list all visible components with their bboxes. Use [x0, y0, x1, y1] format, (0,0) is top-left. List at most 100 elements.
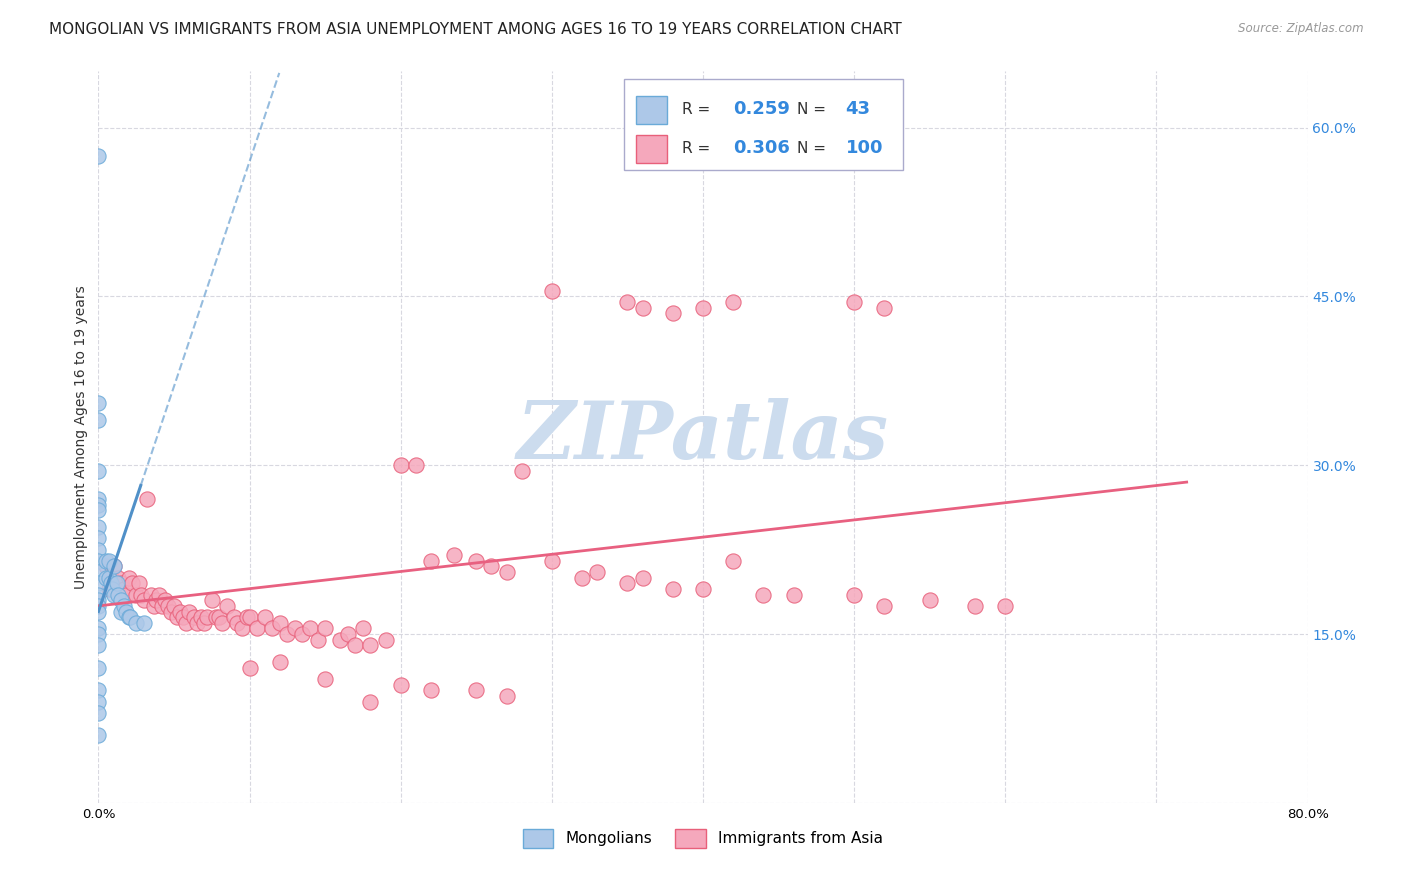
Point	[215, 599, 238, 613]
Point	[692, 582, 714, 596]
Point	[723, 554, 745, 568]
Point	[314, 672, 336, 686]
Point	[262, 621, 284, 635]
Point	[169, 605, 191, 619]
Text: 0.306: 0.306	[734, 139, 790, 157]
Point	[179, 605, 201, 619]
Point	[103, 588, 125, 602]
Point	[128, 576, 150, 591]
Point	[465, 554, 488, 568]
Point	[783, 588, 806, 602]
Point	[352, 621, 374, 635]
Point	[94, 559, 117, 574]
Point	[87, 464, 110, 478]
Point	[87, 588, 110, 602]
Text: 100: 100	[845, 139, 883, 157]
Point	[344, 638, 367, 652]
Point	[873, 599, 896, 613]
Point	[360, 694, 382, 708]
Point	[148, 588, 170, 602]
FancyBboxPatch shape	[624, 78, 903, 170]
Point	[193, 615, 215, 630]
Point	[239, 661, 262, 675]
Point	[112, 582, 135, 596]
Point	[110, 593, 132, 607]
Point	[844, 295, 866, 310]
Point	[844, 588, 866, 602]
Legend: Mongolians, Immigrants from Asia: Mongolians, Immigrants from Asia	[517, 822, 889, 854]
Point	[87, 149, 110, 163]
Point	[120, 610, 142, 624]
Point	[100, 571, 122, 585]
Point	[205, 610, 228, 624]
Point	[495, 689, 517, 703]
Point	[269, 615, 291, 630]
Point	[374, 632, 396, 647]
Point	[129, 588, 152, 602]
Point	[329, 632, 352, 647]
Point	[132, 615, 155, 630]
Point	[540, 284, 562, 298]
Point	[239, 610, 262, 624]
Point	[87, 503, 110, 517]
Point	[510, 464, 533, 478]
Point	[87, 638, 110, 652]
Y-axis label: Unemployment Among Ages 16 to 19 years: Unemployment Among Ages 16 to 19 years	[75, 285, 89, 589]
Point	[420, 683, 443, 698]
Point	[87, 605, 110, 619]
Point	[752, 588, 775, 602]
Point	[87, 621, 110, 635]
Point	[156, 599, 179, 613]
Point	[360, 638, 382, 652]
Text: N =: N =	[797, 141, 831, 156]
Point	[94, 554, 117, 568]
Point	[307, 632, 329, 647]
Text: 43: 43	[845, 101, 870, 119]
Point	[105, 576, 128, 591]
Text: ZIPatlas: ZIPatlas	[517, 399, 889, 475]
Point	[336, 627, 359, 641]
Point	[246, 621, 269, 635]
Point	[420, 554, 443, 568]
Point	[98, 554, 121, 568]
Point	[873, 301, 896, 315]
Point	[121, 576, 143, 591]
FancyBboxPatch shape	[637, 96, 666, 124]
Point	[153, 593, 176, 607]
Point	[965, 599, 987, 613]
Point	[195, 610, 218, 624]
Point	[389, 458, 412, 473]
Text: MONGOLIAN VS IMMIGRANTS FROM ASIA UNEMPLOYMENT AMONG AGES 16 TO 19 YEARS CORRELA: MONGOLIAN VS IMMIGRANTS FROM ASIA UNEMPL…	[49, 22, 903, 37]
Point	[107, 588, 129, 602]
Point	[190, 610, 212, 624]
Point	[110, 576, 132, 591]
Point	[211, 615, 233, 630]
Point	[87, 728, 110, 742]
Point	[87, 599, 110, 613]
Point	[114, 588, 136, 602]
Point	[495, 565, 517, 579]
Point	[94, 571, 117, 585]
Point	[98, 582, 121, 596]
Point	[87, 627, 110, 641]
Point	[918, 593, 941, 607]
Point	[87, 532, 110, 546]
Point	[135, 491, 157, 506]
FancyBboxPatch shape	[637, 135, 666, 163]
Point	[87, 661, 110, 675]
Point	[87, 491, 110, 506]
Point	[160, 605, 183, 619]
Point	[87, 413, 110, 427]
Point	[661, 306, 683, 320]
Point	[87, 542, 110, 557]
Point	[692, 301, 714, 315]
Point	[481, 559, 503, 574]
Point	[125, 588, 148, 602]
Point	[405, 458, 427, 473]
Point	[87, 683, 110, 698]
Point	[201, 593, 224, 607]
Point	[661, 582, 683, 596]
Point	[101, 582, 124, 596]
Point	[87, 593, 110, 607]
Point	[465, 683, 488, 698]
